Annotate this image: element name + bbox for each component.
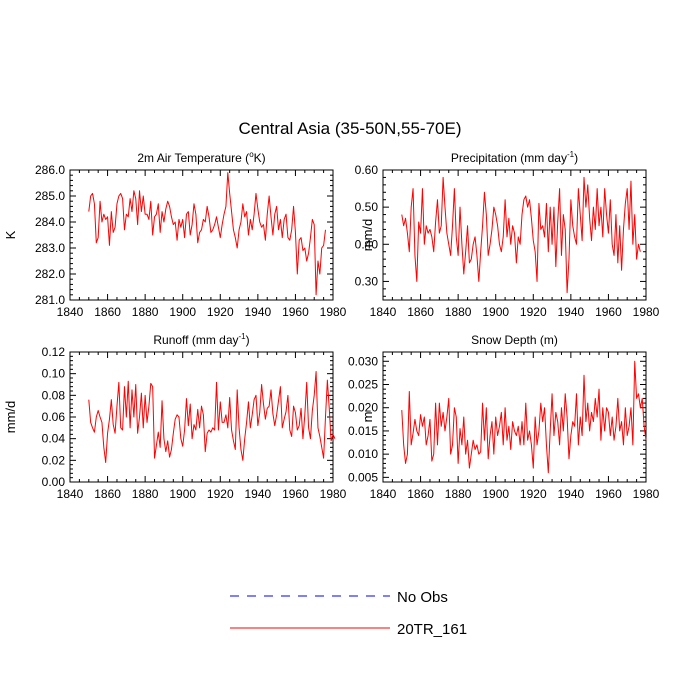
snow-depth-x-tick-label: 1960 [595,487,622,501]
runoff-y-tick-label: 0.12 [42,345,66,359]
snow-depth-y-tick-label: 0.020 [348,401,378,415]
snow-depth-x-tick-label: 1840 [370,487,397,501]
snow-depth-x-tick-label: 1900 [482,487,509,501]
panel-grid: 1840 1860 1880 1900 1920 1940 1960 1980 281.0 282… [3,150,660,501]
snow-depth-y-tick-label: 0.025 [348,378,378,392]
precipitation-y-tick-label: 0.60 [355,163,379,177]
panel-snow-depth: 1840 1860 1880 1900 1920 1940 1960 1980 0.005 0.0… [348,333,660,501]
temperature-y-axis-label: K [3,230,18,239]
precipitation-x-tick-label: 1920 [520,305,547,319]
temperature-x-tick-label: 1960 [282,305,309,319]
snow-depth-x-tick-label: 1980 [633,487,660,501]
temperature-y-tick-label: 282.0 [35,267,65,281]
precipitation-x-tick-label: 1980 [633,305,660,319]
temperature-x-tick-label: 1940 [245,305,272,319]
temperature-x-tick-label: 1920 [207,305,234,319]
temperature-x-tick-label: 1880 [132,305,159,319]
legend-label-20tr-161: 20TR_161 [397,621,467,638]
runoff-x-tick-label: 1920 [207,487,234,501]
precipitation-x-tick-label: 1900 [482,305,509,319]
precipitation-x-tick-label: 1840 [370,305,397,319]
runoff-x-tick-label: 1900 [169,487,196,501]
precipitation-x-tick-label: 1940 [558,305,585,319]
precipitation-y-axis-label: mm/d [360,219,375,252]
temperature-y-tick-label: 281.0 [35,293,65,307]
temperature-x-tick-label: 1840 [57,305,84,319]
precipitation-x-tick-label: 1860 [407,305,434,319]
figure-title: Central Asia (35-50N,55-70E) [238,119,461,138]
temperature-panel-title: 2m Air Temperature (oK) [137,150,265,165]
runoff-y-axis-label: mm/d [3,401,18,434]
runoff-x-tick-label: 1980 [320,487,347,501]
snow-depth-x-tick-label: 1860 [407,487,434,501]
snow-depth-x-tick-label: 1920 [520,487,547,501]
precipitation-x-tick-label: 1880 [445,305,472,319]
temperature-x-tick-label: 1900 [169,305,196,319]
snow-depth-x-tick-label: 1940 [558,487,585,501]
temperature-y-tick-label: 283.0 [35,241,65,255]
temperature-series-line [88,172,326,296]
precipitation-panel-title: Precipitation (mm day-1) [451,150,578,165]
snow-depth-y-tick-label: 0.015 [348,424,378,438]
temperature-y-tick-label: 284.0 [35,215,65,229]
panel-precipitation: 1840 1860 1880 1900 1920 1940 1960 1980 0.30 0.40… [355,150,660,319]
temperature-x-tick-label: 1980 [320,305,347,319]
runoff-series-line [88,371,336,463]
runoff-x-tick-label: 1960 [282,487,309,501]
snow-depth-series-line [401,360,647,474]
runoff-x-tick-label: 1840 [57,487,84,501]
precipitation-y-tick-label: 0.30 [355,274,379,288]
runoff-y-tick-label: 0.10 [42,367,66,381]
runoff-y-tick-label: 0.00 [42,475,66,489]
snow-depth-y-tick-label: 0.010 [348,447,378,461]
legend: No Obs 20TR_161 [230,589,467,638]
precipitation-series-line [401,176,641,294]
runoff-y-tick-label: 0.02 [42,453,66,467]
snow-depth-y-tick-label: 0.030 [348,354,378,368]
panel-runoff: 1840 1860 1880 1900 1920 1940 1960 1980 0.00 0.02… [3,332,347,501]
precipitation-x-tick-label: 1960 [595,305,622,319]
runoff-x-tick-label: 1880 [132,487,159,501]
runoff-panel-title: Runoff (mm day-1) [153,332,249,347]
snow-depth-y-tick-label: 0.005 [348,470,378,484]
temperature-y-tick-label: 285.0 [35,189,65,203]
precipitation-y-tick-label: 0.40 [355,237,379,251]
temperature-x-tick-label: 1860 [94,305,121,319]
runoff-y-tick-label: 0.08 [42,388,66,402]
snow-depth-panel-title: Snow Depth (m) [471,333,558,347]
runoff-x-tick-label: 1860 [94,487,121,501]
legend-label-no-obs: No Obs [397,589,448,606]
runoff-x-tick-label: 1940 [245,487,272,501]
snow-depth-y-axis-label: m [360,412,375,423]
runoff-y-tick-label: 0.06 [42,410,66,424]
runoff-y-tick-label: 0.04 [42,432,66,446]
snow-depth-x-tick-label: 1880 [445,487,472,501]
precipitation-y-tick-label: 0.50 [355,200,379,214]
temperature-y-tick-label: 286.0 [35,163,65,177]
panel-temperature: 1840 1860 1880 1900 1920 1940 1960 1980 281.0 282… [3,150,347,319]
